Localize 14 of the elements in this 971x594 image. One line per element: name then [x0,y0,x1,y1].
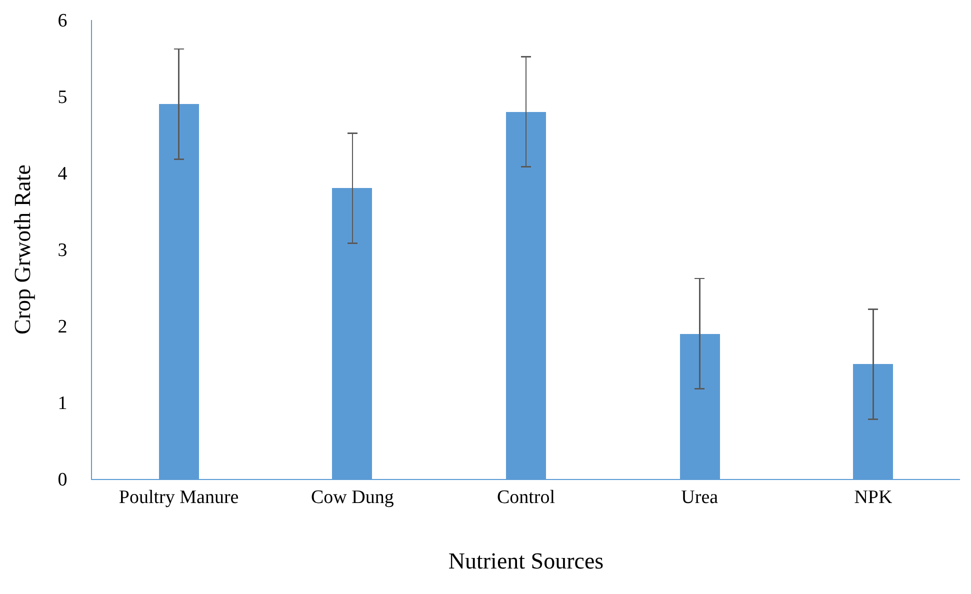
y-tick-label: 4 [58,164,68,185]
x-axis-title: Nutrient Sources [448,548,604,574]
y-tick-label: 5 [58,87,68,108]
x-tick-label: Cow Dung [310,486,394,508]
y-tick-label: 0 [58,470,68,491]
y-tick-label: 3 [58,240,68,262]
x-tick-label: Control [496,486,556,508]
x-tick-label: Poultry Manure [118,486,239,508]
x-tick-label: NPK [854,486,892,508]
y-tick-label: 2 [58,316,68,338]
y-tick-label: 6 [58,10,68,32]
y-axis-title: Crop Grwoth Rate [10,164,36,334]
y-tick-label: 1 [58,393,68,414]
x-tick-label: Urea [681,486,719,508]
